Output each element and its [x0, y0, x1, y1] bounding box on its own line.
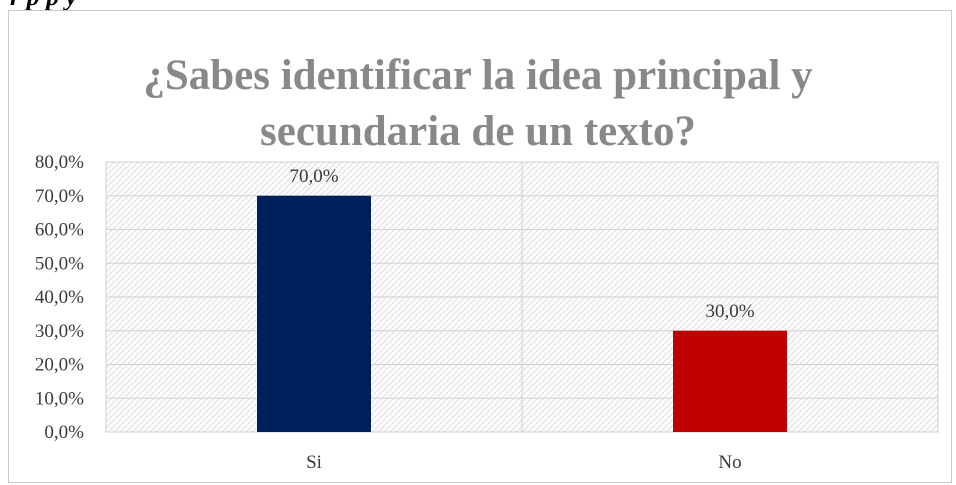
- chart-title-line-1: ¿Sabes identificar la idea principal y: [143, 52, 813, 99]
- data-label: 30,0%: [705, 301, 754, 322]
- y-tick-label: 30,0%: [35, 321, 84, 342]
- caption-fragment: r p p y: [10, 0, 77, 12]
- bar-si: [257, 195, 371, 432]
- y-tick-label: 50,0%: [35, 253, 84, 274]
- category-label: Si: [306, 452, 322, 473]
- y-tick-label: 40,0%: [35, 287, 84, 308]
- data-label: 70,0%: [289, 166, 338, 187]
- bar-no: [673, 330, 787, 432]
- data-labels: 70,0% 30,0%: [289, 166, 754, 322]
- bars: [257, 195, 787, 432]
- y-tick-label: 80,0%: [35, 152, 84, 173]
- y-tick-label: 70,0%: [35, 186, 84, 207]
- y-axis-ticks: 0,0% 10,0% 20,0% 30,0% 40,0% 50,0% 60,0% 70,0% 8…: [35, 152, 84, 443]
- chart-title-line-2: secundaria de un texto?: [260, 108, 696, 155]
- y-tick-label: 60,0%: [35, 220, 84, 241]
- y-tick-label: 20,0%: [35, 355, 84, 376]
- category-label: No: [718, 452, 741, 473]
- x-axis-categories: Si No: [306, 452, 742, 473]
- gridlines: [106, 161, 938, 433]
- y-tick-label: 0,0%: [44, 422, 84, 443]
- chart-title: ¿Sabes identificar la idea principal y s…: [0, 48, 956, 160]
- y-tick-label: 10,0%: [35, 388, 84, 409]
